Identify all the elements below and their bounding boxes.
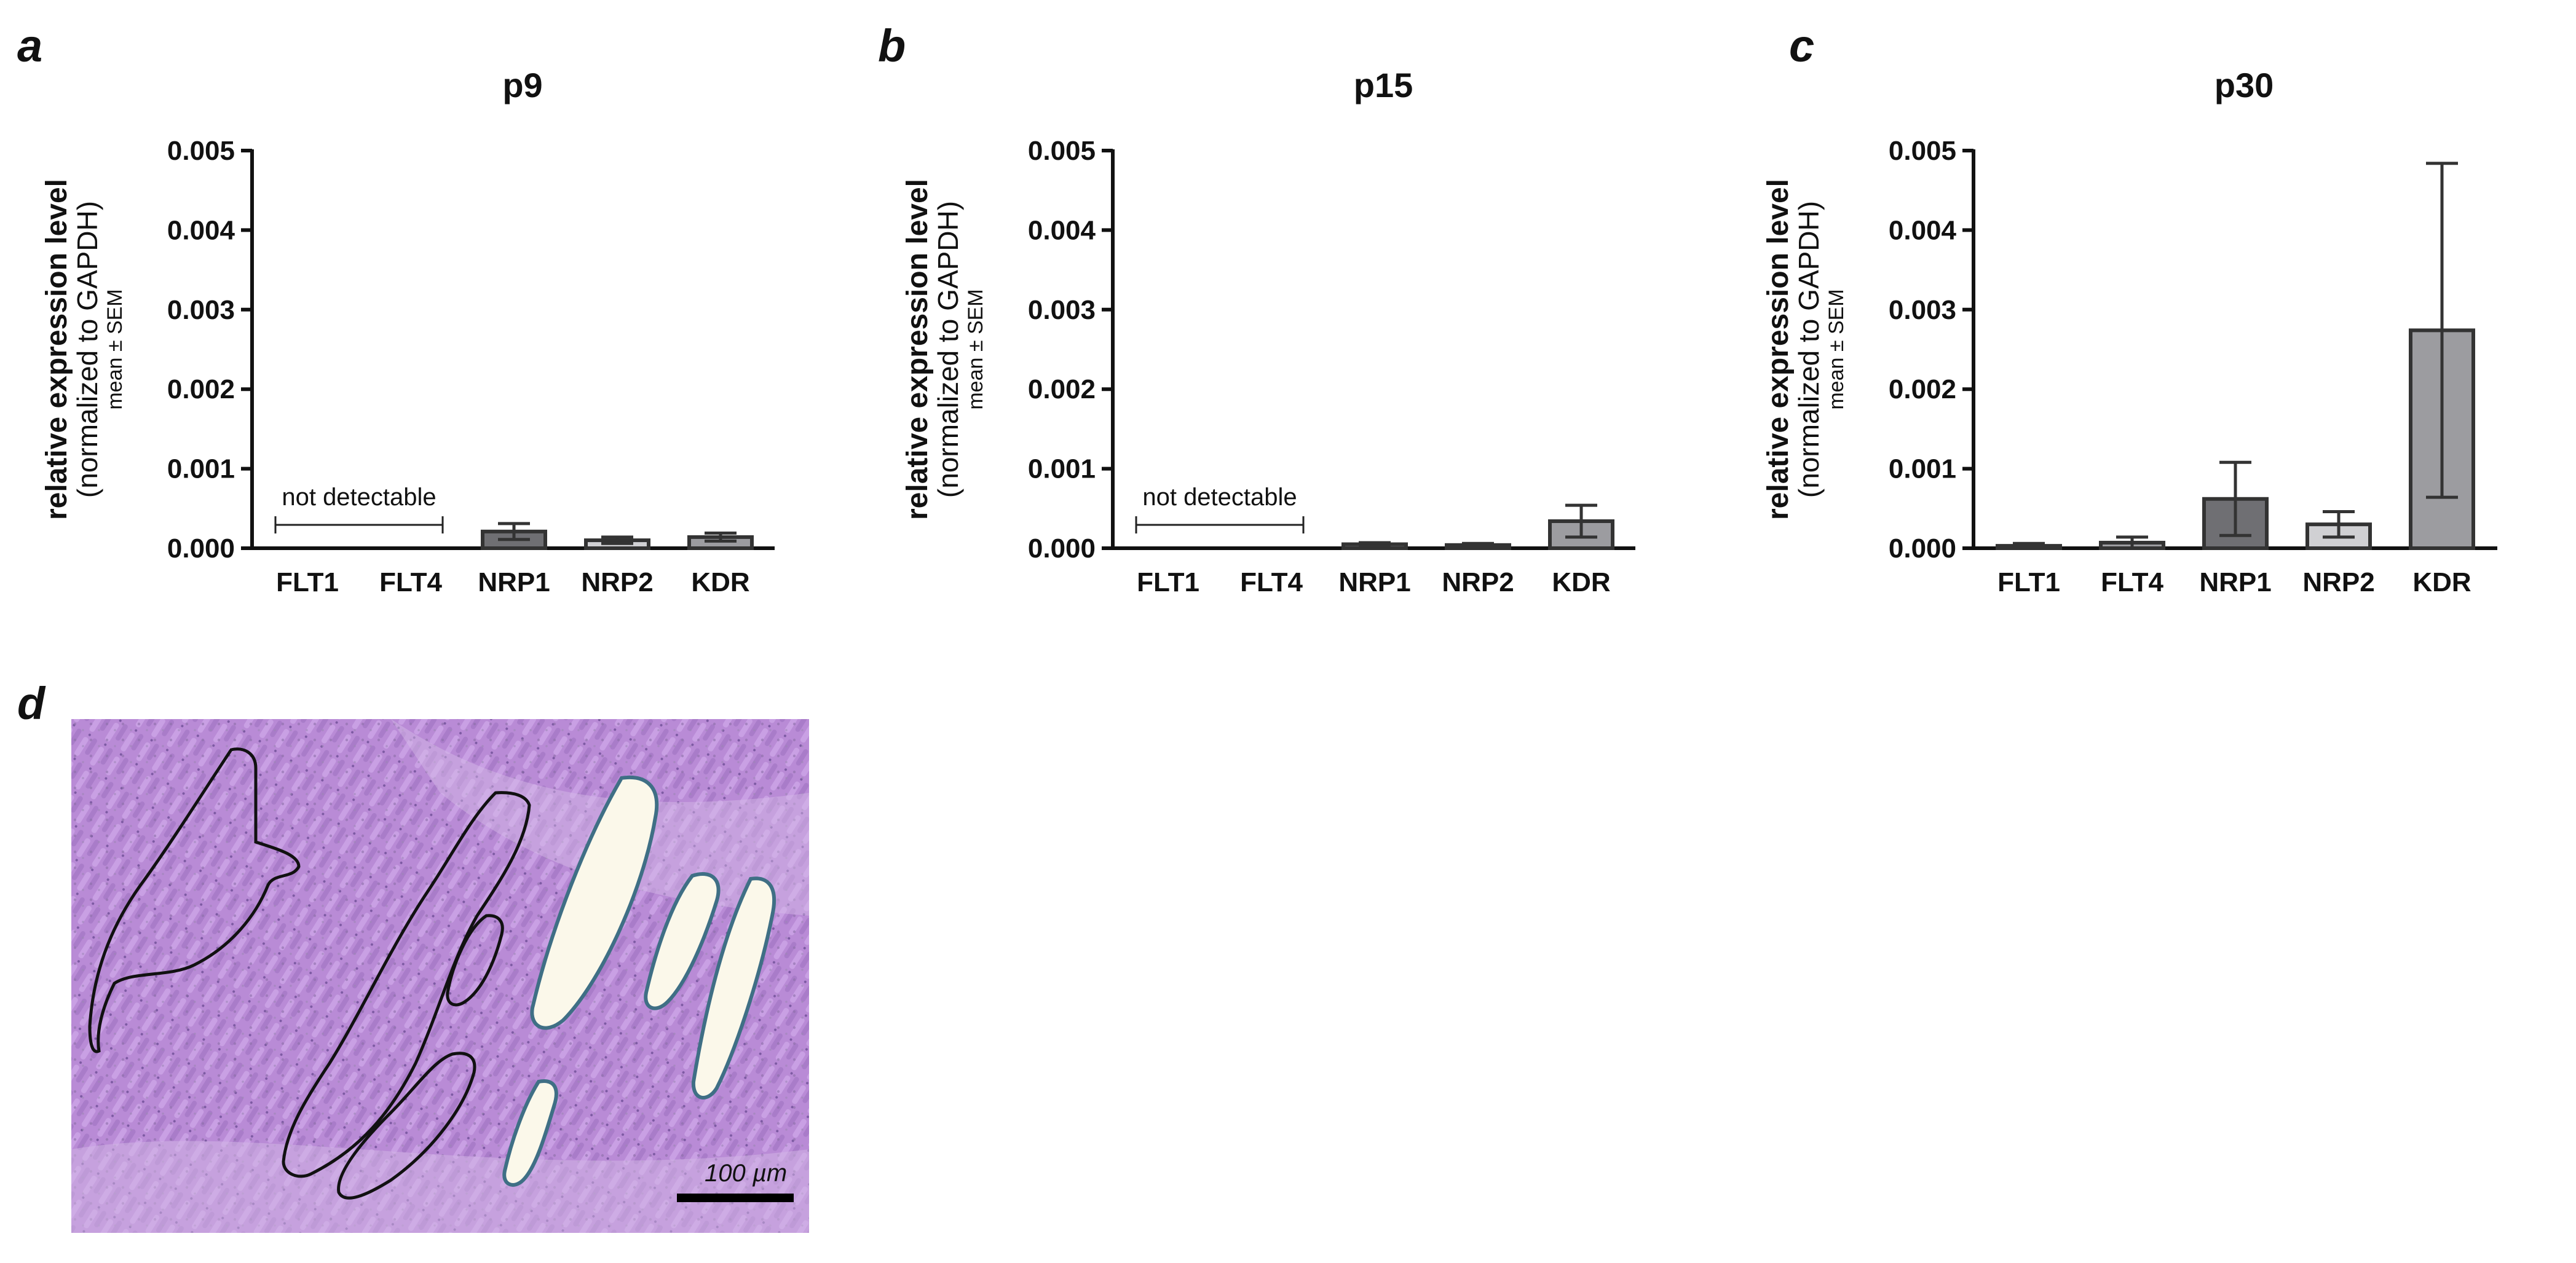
x-tick-label-nrp1: NRP1 bbox=[478, 567, 550, 597]
x-tick-label-kdr: KDR bbox=[2412, 567, 2471, 597]
bar-chart-p30: c p30 relative expression level(normalize… bbox=[1762, 20, 2497, 597]
panel-letter-b: b bbox=[878, 20, 906, 71]
x-tick-label-nrp2: NRP2 bbox=[581, 567, 653, 597]
y-tick-label: 0.003 bbox=[1028, 295, 1096, 325]
x-tick-label-flt1: FLT1 bbox=[1997, 567, 2060, 597]
y-tick-label: 0.002 bbox=[1028, 374, 1096, 404]
y-tick-label: 0.004 bbox=[1028, 215, 1096, 245]
panel-letter-d: d bbox=[17, 678, 46, 729]
y-tick-label: 0.005 bbox=[1889, 136, 1956, 166]
vessel-lumen bbox=[644, 872, 721, 1010]
y-axis-label: relative expression level bbox=[41, 179, 73, 520]
histology-micrograph: 100 µm bbox=[71, 719, 809, 1233]
x-tick-label-flt1: FLT1 bbox=[1137, 567, 1199, 597]
panel-letter-c: c bbox=[1789, 20, 1814, 71]
y-tick-label: 0.000 bbox=[167, 533, 235, 564]
chart-title: p15 bbox=[1354, 66, 1413, 104]
x-tick-label-flt1: FLT1 bbox=[276, 567, 339, 597]
vessel-lumen bbox=[530, 776, 659, 1030]
y-axis-stat-label: mean ± SEM bbox=[103, 289, 127, 409]
outlined-region bbox=[337, 1052, 476, 1200]
y-tick-label: 0.003 bbox=[167, 295, 235, 325]
y-axis-label: relative expression level bbox=[901, 179, 934, 520]
x-tick-label-nrp1: NRP1 bbox=[1338, 567, 1410, 597]
x-tick-label-flt4: FLT4 bbox=[2101, 567, 2163, 597]
vessel-lumen bbox=[502, 1079, 558, 1187]
x-tick-label-nrp2: NRP2 bbox=[2302, 567, 2374, 597]
x-tick-label-kdr: KDR bbox=[691, 567, 749, 597]
x-tick-label-nrp1: NRP1 bbox=[2199, 567, 2271, 597]
x-tick-label-flt4: FLT4 bbox=[1240, 567, 1303, 597]
panel-letter-a: a bbox=[17, 20, 42, 71]
y-tick-label: 0.002 bbox=[1889, 374, 1956, 404]
scale-bar-label: 100 µm bbox=[705, 1160, 787, 1187]
y-tick-label: 0.000 bbox=[1889, 533, 1956, 564]
y-axis-sublabel: (normalized to GAPDH) bbox=[932, 201, 964, 498]
tissue-light-band-bottom bbox=[71, 1141, 809, 1233]
x-tick-label-nrp2: NRP2 bbox=[1442, 567, 1514, 597]
chart-title: p30 bbox=[2214, 66, 2274, 104]
scale-bar bbox=[677, 1194, 794, 1202]
panel-d-letter-wrap: d bbox=[17, 678, 46, 729]
y-tick-label: 0.002 bbox=[167, 374, 235, 404]
y-tick-label: 0.004 bbox=[167, 215, 235, 245]
bar-chart-p15: b p15 relative expression level(normalize… bbox=[878, 20, 1635, 597]
y-tick-label: 0.004 bbox=[1889, 215, 1957, 245]
annotation-not-detectable: not detectable bbox=[1142, 484, 1297, 511]
y-tick-label: 0.000 bbox=[1028, 533, 1096, 564]
x-tick-label-flt4: FLT4 bbox=[379, 567, 442, 597]
y-tick-label: 0.003 bbox=[1889, 295, 1956, 325]
x-tick-label-kdr: KDR bbox=[1552, 567, 1610, 597]
y-axis-sublabel: (normalized to GAPDH) bbox=[71, 201, 103, 498]
outlined-region bbox=[446, 914, 504, 1007]
y-axis-stat-label: mean ± SEM bbox=[964, 289, 987, 409]
y-axis-stat-label: mean ± SEM bbox=[1825, 289, 1848, 409]
y-axis-label: relative expression level bbox=[1762, 179, 1795, 520]
outlined-region bbox=[88, 747, 301, 1053]
y-tick-label: 0.001 bbox=[1028, 454, 1096, 484]
y-axis-sublabel: (normalized to GAPDH) bbox=[1793, 201, 1825, 498]
y-tick-label: 0.001 bbox=[1889, 454, 1956, 484]
y-tick-label: 0.001 bbox=[167, 454, 235, 484]
y-tick-label: 0.005 bbox=[1028, 136, 1096, 166]
bar-chart-p9: a p9 relative expression level(normalized… bbox=[17, 20, 775, 597]
annotation-not-detectable: not detectable bbox=[282, 484, 436, 511]
outlined-region bbox=[282, 791, 531, 1178]
chart-title: p9 bbox=[502, 66, 542, 104]
y-tick-label: 0.005 bbox=[167, 136, 235, 166]
vessel-lumen bbox=[691, 876, 776, 1100]
